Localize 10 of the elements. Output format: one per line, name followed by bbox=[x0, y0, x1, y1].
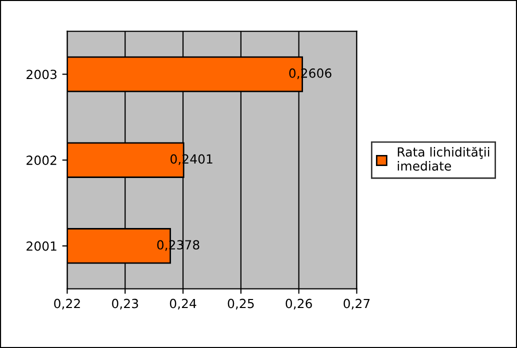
x-tick-label: 0,24 bbox=[170, 298, 196, 310]
legend-label: Rata lichidităţii imediate bbox=[398, 146, 490, 171]
x-tick-label: 0,27 bbox=[344, 298, 370, 310]
x-tick-label: 0,26 bbox=[286, 298, 312, 310]
y-tick-label: 2003 bbox=[26, 70, 56, 80]
x-tick-label: 0,22 bbox=[54, 298, 80, 310]
x-tick-label: 0,23 bbox=[112, 298, 138, 310]
y-tick-label: 2002 bbox=[26, 156, 56, 166]
y-tick-label: 2001 bbox=[26, 241, 56, 251]
x-tick-label: 0,25 bbox=[228, 298, 254, 310]
